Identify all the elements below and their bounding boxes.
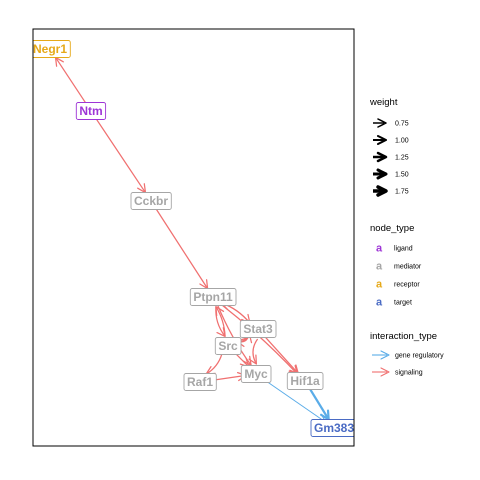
legend-node-type-label: mediator [394, 264, 422, 271]
node-label: Ntm [79, 104, 102, 118]
edge-cckbr-ptpn11 [155, 209, 209, 290]
legend-weight-arrowhead [377, 135, 387, 145]
legend-weight-item: 1.75 [373, 185, 409, 197]
node-gm383: Gm383 [310, 419, 354, 437]
node-cckbr: Cckbr [130, 192, 172, 210]
legend-node-type-label: ligand [394, 246, 413, 253]
node-box [33, 40, 71, 58]
node-label: Cckbr [134, 194, 168, 208]
nodes-layer: Negr1 Ntm Cckbr Ptpn11 Stat3 Src Myc Raf1 Hif1a G… [33, 40, 354, 437]
legend-node-type-item: a target [376, 297, 412, 309]
legend-node-type-item: a ligand [376, 243, 413, 255]
edge-arrowhead [137, 183, 147, 194]
legend-interaction-item: gene regulatory [372, 350, 444, 360]
node-label: Negr1 [33, 42, 67, 56]
legend-weight-arrowhead [377, 118, 387, 128]
legend-weight: weight 0.75 1.00 1.25 1.50 1.75 [369, 97, 409, 197]
node-label: Gm383 [314, 421, 354, 435]
legend-weight-label: 1.50 [395, 172, 409, 179]
node-box [239, 320, 277, 338]
node-box [75, 102, 107, 120]
node-box [310, 419, 354, 437]
node-hif1a: Hif1a [286, 372, 324, 390]
legend-node-type-item: a mediator [376, 261, 422, 273]
legend-weight-item: 1.25 [373, 151, 409, 163]
node-myc: Myc [240, 365, 272, 383]
edge-hif1a-gm383 [309, 388, 330, 421]
edge-ntm-negr1 [54, 56, 87, 104]
legend-node-type-title: node_type [370, 223, 414, 234]
legend-weight-title: weight [369, 97, 398, 108]
node-label: Hif1a [290, 374, 320, 388]
edge-src-ptpn11 [215, 305, 226, 337]
edge-line [205, 353, 223, 375]
node-ntm: Ntm [75, 102, 107, 120]
edge-arrowhead [199, 279, 209, 290]
legend-weight-label: 1.75 [395, 189, 409, 196]
node-label: Myc [244, 367, 268, 381]
node-box [130, 192, 172, 210]
edge-line [95, 118, 147, 194]
legend-node-type-label: target [394, 300, 412, 307]
node-negr1: Negr1 [33, 40, 71, 58]
node-raf1: Raf1 [183, 373, 217, 391]
legend-interaction-arrowhead [380, 350, 390, 360]
edge-line [264, 335, 299, 375]
edge-stat3-myc [248, 338, 259, 365]
legend-weight-item: 0.75 [373, 118, 409, 128]
edge-line [155, 209, 209, 289]
legend-interaction-type: interaction_type gene regulatory signalin… [370, 331, 444, 377]
legend-node-type: node_type a ligand a mediator a receptor a targ… [370, 223, 422, 309]
legend-weight-arrowhead [376, 185, 388, 197]
node-label: Stat3 [243, 322, 273, 336]
legend-node-type-key: a [376, 261, 383, 273]
legend-interaction-type-title: interaction_type [370, 331, 437, 342]
edge-ntm-cckbr [95, 118, 147, 194]
node-label: Raf1 [187, 375, 213, 389]
edge-line [309, 388, 330, 421]
legend-node-type-key: a [376, 243, 383, 255]
node-src: Src [214, 337, 242, 355]
legend-weight-arrowhead [376, 168, 388, 180]
legend-node-type-key: a [376, 297, 383, 309]
node-box [183, 373, 217, 391]
node-stat3: Stat3 [239, 320, 277, 338]
legend-weight-label: 1.00 [395, 138, 409, 145]
edge-line [215, 306, 226, 337]
node-label: Src [218, 339, 238, 353]
edge-arrowhead [248, 354, 258, 365]
legend-interaction-label: gene regulatory [395, 353, 444, 360]
edge-line [252, 338, 259, 365]
edge-arrowhead [54, 56, 64, 67]
edge-src-myc [234, 352, 250, 368]
legend: weight 0.75 1.00 1.25 1.50 1.75 node_type a l… [369, 97, 444, 377]
node-box [240, 365, 272, 383]
node-box [189, 288, 237, 306]
legend-weight-item: 1.50 [373, 168, 409, 180]
legend-node-type-key: a [376, 279, 383, 291]
edge-line [217, 305, 252, 366]
panel-border [32, 28, 355, 447]
legend-interaction-arrowhead [380, 367, 390, 377]
node-box [286, 372, 324, 390]
legend-weight-label: 0.75 [395, 121, 409, 128]
legend-weight-label: 1.25 [395, 155, 409, 162]
legend-weight-arrowhead [376, 151, 388, 163]
edge-src-raf1 [205, 353, 223, 375]
legend-node-type-item: a receptor [376, 279, 420, 291]
legend-interaction-label: signaling [395, 370, 423, 377]
legend-interaction-item: signaling [372, 367, 423, 377]
edge-line [54, 56, 87, 104]
node-ptpn11: Ptpn11 [189, 288, 237, 306]
node-box [214, 337, 242, 355]
legend-weight-item: 1.00 [373, 135, 409, 145]
node-label: Ptpn11 [193, 290, 233, 304]
legend-node-type-label: receptor [394, 282, 420, 289]
edge-arrowhead [215, 305, 225, 317]
edge-line [263, 379, 327, 423]
